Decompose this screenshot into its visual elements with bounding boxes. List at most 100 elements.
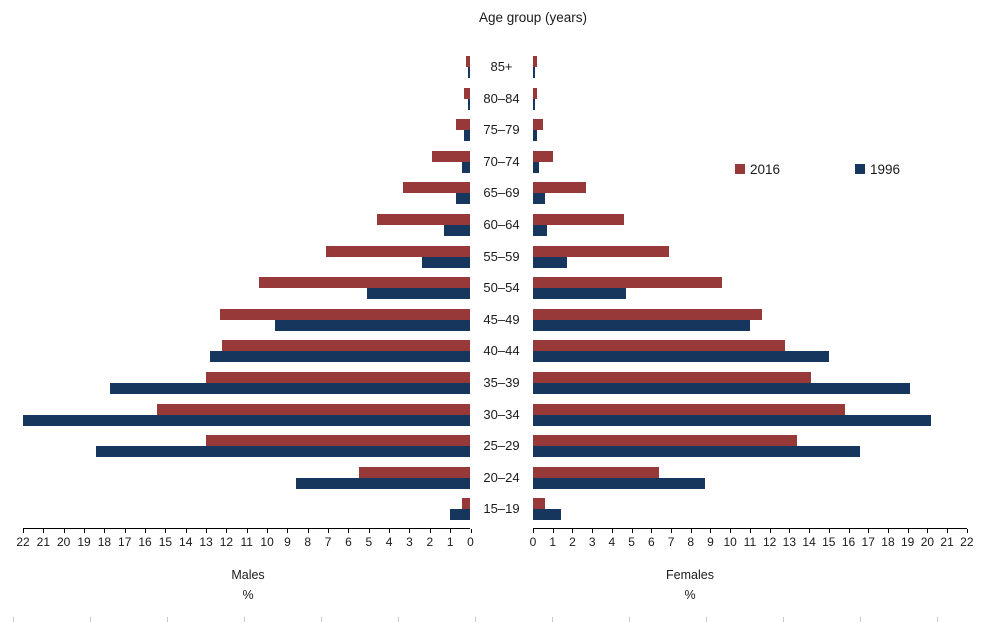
males-axis-tick-label: 5 (365, 535, 373, 549)
bar-females-2016-20-24 (533, 466, 660, 478)
males-axis-tick (63, 529, 65, 533)
males-axis-caption: Males (231, 568, 265, 582)
bar-females-1996-50-54 (533, 288, 626, 300)
males-axis-tick-label: 13 (199, 535, 213, 549)
bottom-edge-tick (90, 617, 91, 622)
males-axis-tick-label: 18 (97, 535, 112, 549)
age-group-label: 35–39 (483, 375, 520, 390)
males-axis-tick (246, 529, 248, 533)
females-axis-tick (927, 529, 929, 533)
females-axis-tick (868, 529, 870, 533)
males-axis-tick (389, 529, 391, 533)
bottom-edge-tick (13, 617, 14, 622)
legend-item-1996: 1996 (855, 161, 901, 177)
males-axis-tick (450, 529, 452, 533)
age-group-label: 65–69 (483, 185, 520, 201)
bar-females-2016-70-74 (533, 150, 553, 162)
legend-swatch-1996-icon (855, 164, 865, 174)
males-axis-tick-label: 14 (179, 535, 193, 549)
females-axis-tick-label: 2 (569, 535, 576, 549)
bar-males-2016-35-39 (206, 372, 471, 383)
males-axis-tick (328, 529, 330, 533)
bar-males-2016-80-84 (464, 87, 471, 99)
bar-males-2016-70-74 (431, 150, 471, 162)
males-percent-label: % (242, 588, 254, 602)
males-axis-tick-label: 21 (36, 535, 51, 549)
females-axis-tick (789, 529, 791, 533)
females-axis-tick (730, 529, 732, 533)
age-group-label: 25–29 (483, 438, 520, 454)
age-group-label: 70–74 (483, 153, 520, 169)
legend-swatch-2016-icon (735, 164, 745, 174)
bottom-edge-tick (937, 617, 938, 622)
bar-males-2016-30-34 (157, 403, 471, 415)
females-axis-tick-label: 12 (762, 535, 777, 549)
females-axis-tick (848, 529, 850, 533)
females-percent-label: % (684, 588, 696, 602)
bar-females-1996-30-34 (533, 414, 932, 426)
bottom-edge-tick (167, 617, 168, 622)
age-group-label: 80–84 (483, 90, 520, 106)
age-group-label: 45–49 (483, 311, 520, 327)
bar-males-1996-25-29 (96, 446, 471, 458)
females-axis-tick (710, 529, 712, 533)
bar-males-2016-60-64 (376, 214, 471, 225)
bar-females-2016-25-29 (533, 435, 798, 447)
bar-females-1996-80-84 (533, 98, 535, 110)
males-axis-tick (185, 529, 187, 533)
females-axis-tick (966, 529, 968, 533)
bar-males-1996-65-69 (456, 193, 471, 205)
males-axis-tick (429, 529, 431, 533)
females-axis-tick (769, 529, 771, 533)
females-axis-tick (907, 529, 909, 533)
bottom-edge-tick (475, 617, 476, 622)
females-axis-tick (592, 529, 594, 533)
bottom-edge-tick (552, 617, 553, 622)
males-axis-tick-label: 4 (385, 535, 393, 549)
females-axis-tick (631, 529, 633, 533)
bar-males-2016-25-29 (206, 435, 471, 447)
bar-females-2016-30-34 (533, 403, 845, 415)
bar-males-2016-45-49 (220, 308, 471, 320)
females-axis-tick-label: 11 (743, 535, 757, 549)
bar-females-2016-65-69 (533, 182, 587, 194)
age-group-label: 50–54 (483, 280, 520, 296)
males-axis-tick-label: 11 (240, 535, 253, 549)
males-axis-tick-label: 9 (284, 535, 291, 549)
bar-females-2016-75-79 (533, 119, 543, 131)
females-axis-tick-label: 4 (608, 535, 616, 549)
females-axis-tick (828, 529, 830, 533)
bar-females-2016-55-59 (533, 245, 670, 257)
age-group-label: 60–64 (483, 217, 520, 232)
females-axis-tick (533, 529, 534, 533)
bottom-edge-tick (398, 617, 399, 622)
females-axis-tick-label: 20 (920, 535, 935, 549)
bar-males-1996-80-84 (468, 98, 471, 110)
bar-females-1996-45-49 (533, 319, 750, 331)
chart-title: Age group (years) (478, 10, 588, 25)
bar-males-2016-65-69 (403, 182, 471, 194)
males-axis-tick (84, 529, 86, 533)
females-axis-tick (651, 529, 653, 533)
legend-label-1996: 1996 (870, 161, 901, 177)
males-axis-tick-label: 0 (467, 535, 474, 549)
females-axis-tick (749, 529, 751, 533)
females-axis-tick-label: 21 (940, 535, 954, 549)
bar-males-1996-40-44 (210, 351, 471, 363)
males-axis-tick (43, 529, 45, 533)
males-axis-tick (226, 529, 228, 533)
age-group-label: 85+ (490, 59, 513, 74)
males-axis-tick-label: 8 (304, 535, 312, 549)
females-axis-tick (809, 529, 811, 533)
bar-females-1996-55-59 (533, 256, 567, 268)
males-axis-tick (470, 529, 472, 533)
bar-males-1996-30-34 (23, 414, 471, 426)
males-axis-tick (145, 529, 147, 533)
males-axis-tick (307, 529, 309, 533)
females-axis-tick-label: 7 (667, 535, 675, 549)
females-axis-tick-label: 13 (782, 535, 797, 549)
bar-females-1996-25-29 (533, 446, 861, 458)
males-axis-tick (23, 529, 25, 533)
bar-females-2016-45-49 (533, 308, 762, 320)
